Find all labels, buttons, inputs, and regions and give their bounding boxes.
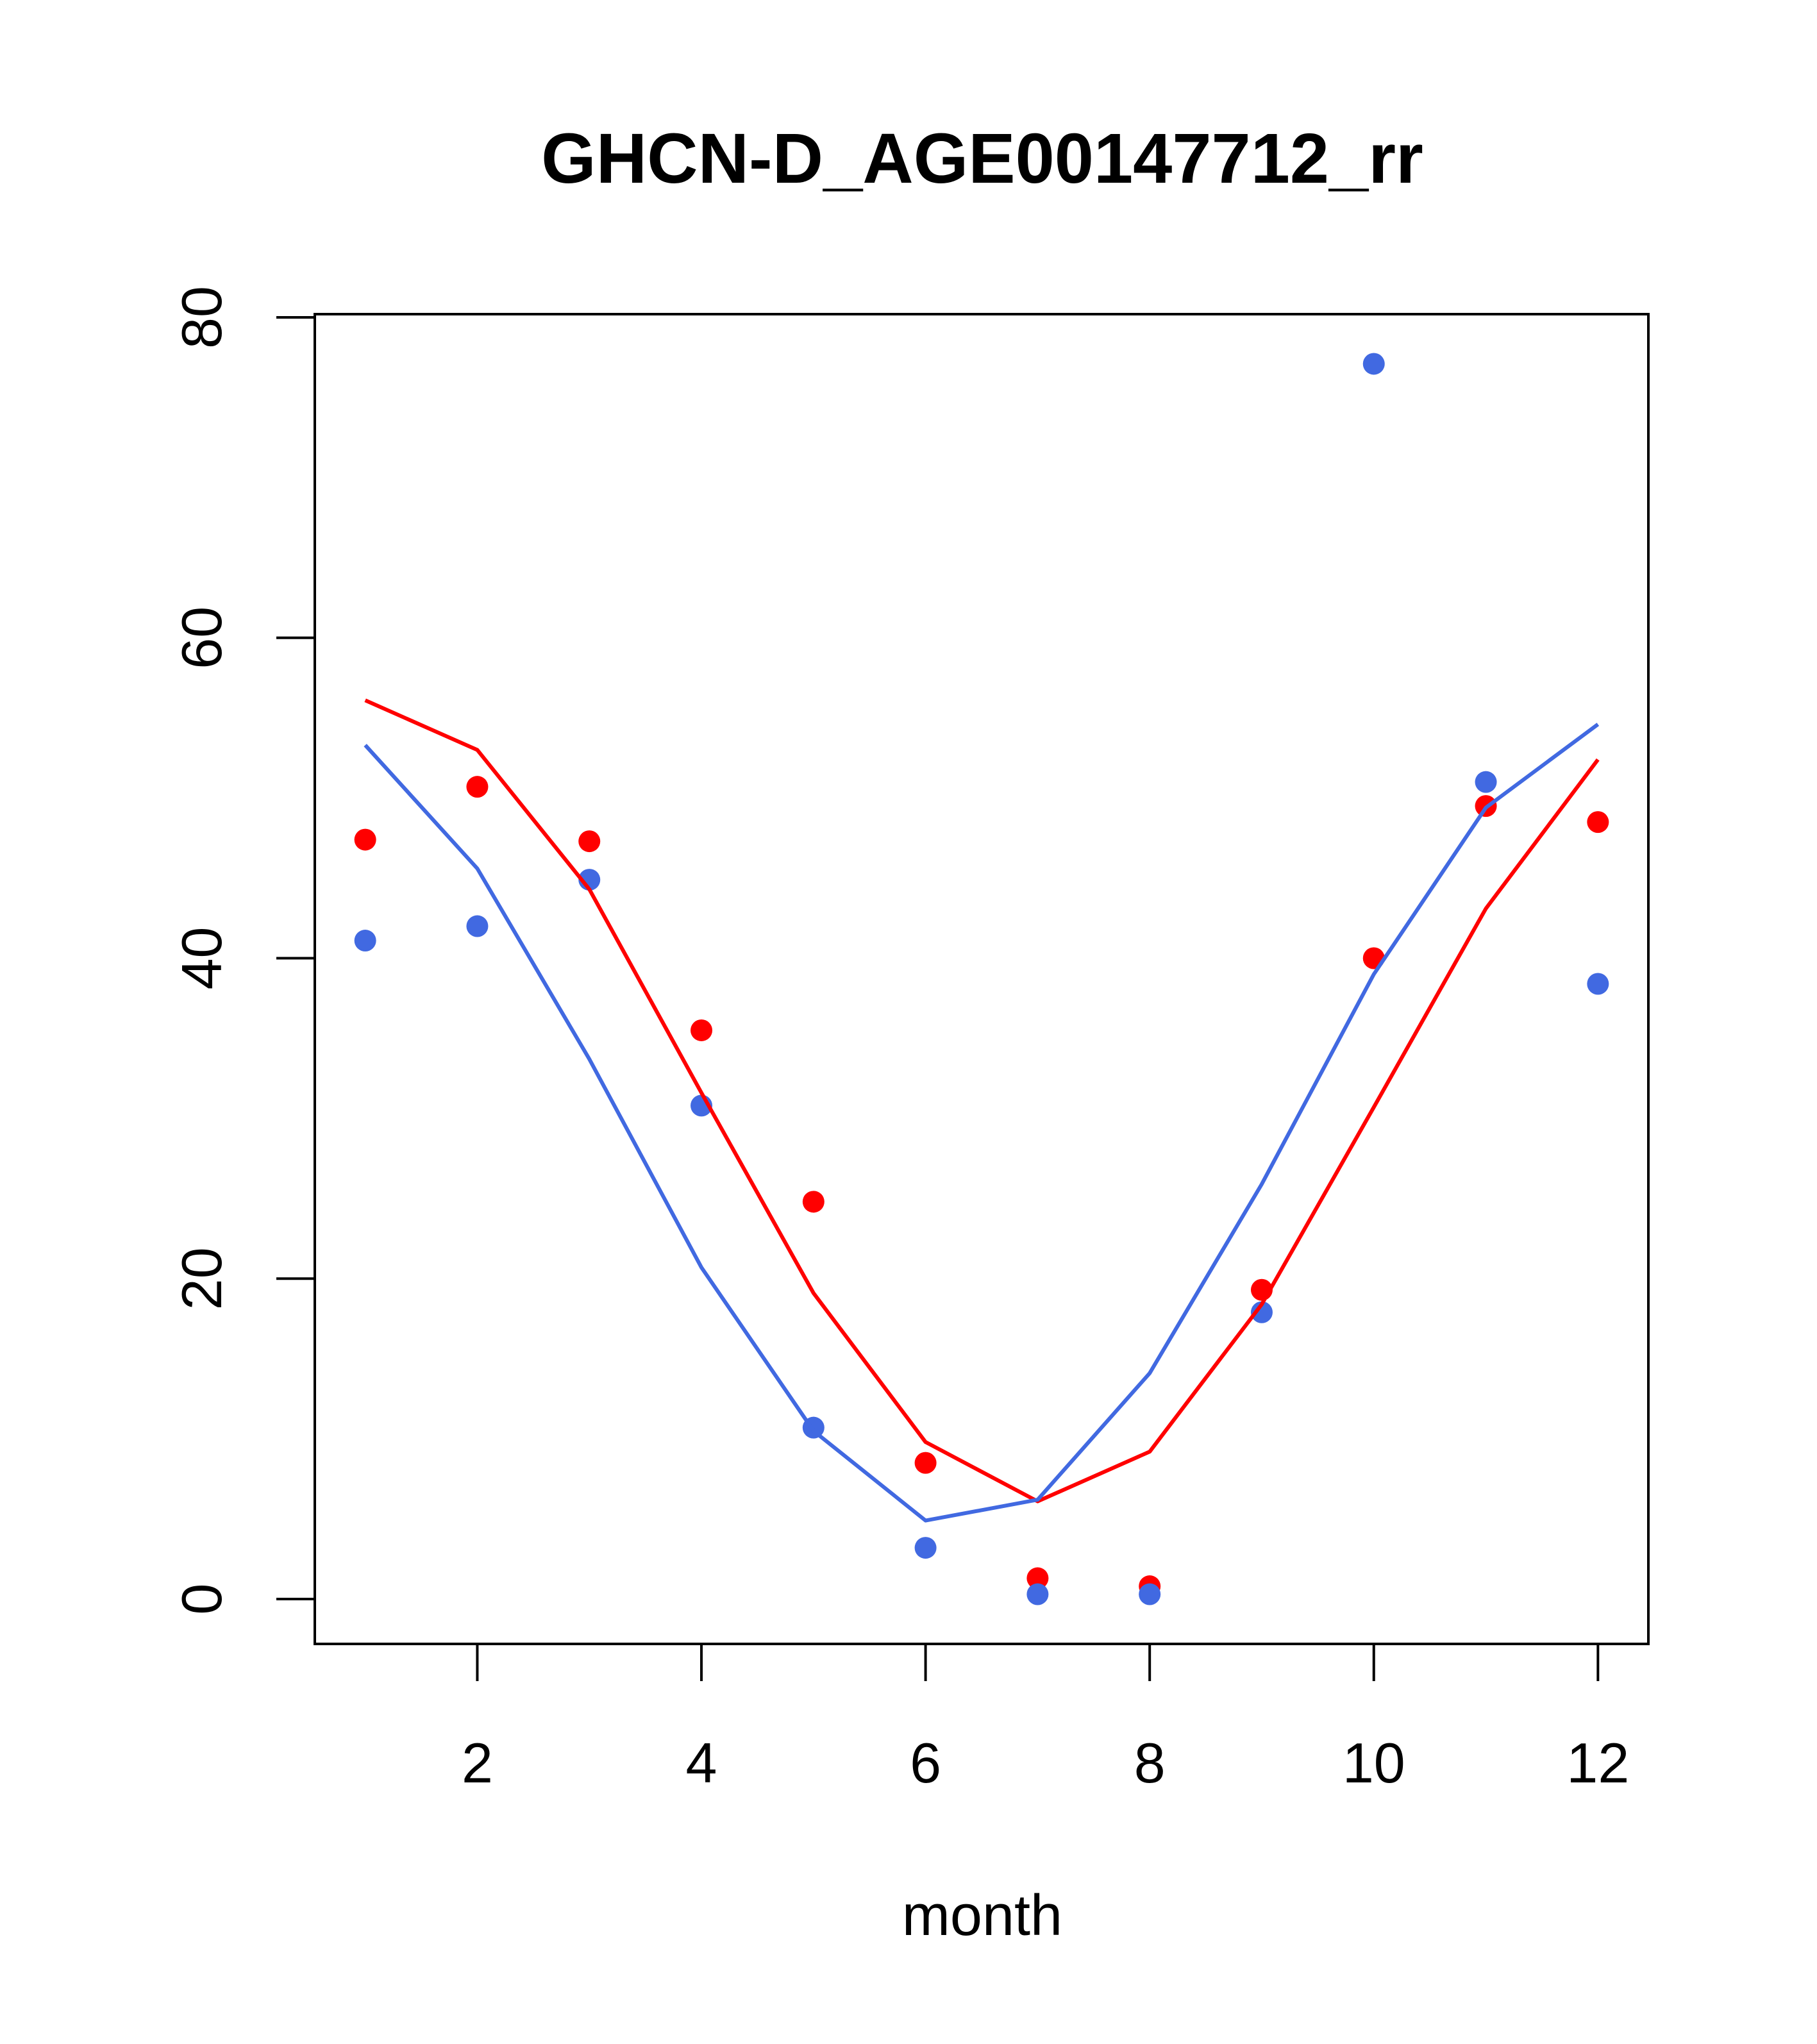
series-line [364,698,1600,1504]
series-line [364,723,1600,1523]
series-3 [364,698,1600,1504]
x-axis: 2 4 6 8 10 12 [462,1643,1629,1795]
data-point [466,776,489,798]
data-point [1026,1583,1049,1605]
data-point [802,1191,825,1213]
data-point [1250,1301,1273,1323]
x-tick-label: 6 [910,1731,941,1795]
data-point [1587,973,1609,995]
data-point [1362,353,1385,375]
chart-title: GHCN-D_AGE00147712_rr [541,119,1423,198]
x-tick-label: 4 [686,1731,717,1795]
y-axis: 0 20 40 60 80 [170,286,316,1615]
series-1 [354,776,1609,1598]
data-point [1026,1567,1049,1589]
y-tick-label: 60 [170,607,233,669]
data-point [466,915,489,937]
data-point [1587,811,1609,834]
y-tick-label: 80 [170,286,233,349]
data-point [578,830,601,853]
plot-frame [314,313,1650,1645]
x-tick-label: 10 [1343,1731,1405,1795]
x-tick-label: 12 [1566,1731,1629,1795]
y-tick-label: 40 [170,927,233,990]
x-tick-label: 8 [1134,1731,1166,1795]
data-point [354,828,376,851]
data-point [691,1019,713,1041]
x-axis-label: month [902,1884,1062,1948]
x-tick-label: 2 [462,1731,493,1795]
data-point [354,930,376,952]
data-point [914,1537,937,1559]
series-layer [354,353,1609,1605]
y-tick-label: 20 [170,1247,233,1310]
y-tick-label: 0 [170,1584,233,1615]
data-point [1475,771,1497,793]
data-point [1139,1583,1161,1605]
series-4 [364,723,1600,1523]
series-2 [354,353,1609,1605]
data-point [914,1452,937,1474]
